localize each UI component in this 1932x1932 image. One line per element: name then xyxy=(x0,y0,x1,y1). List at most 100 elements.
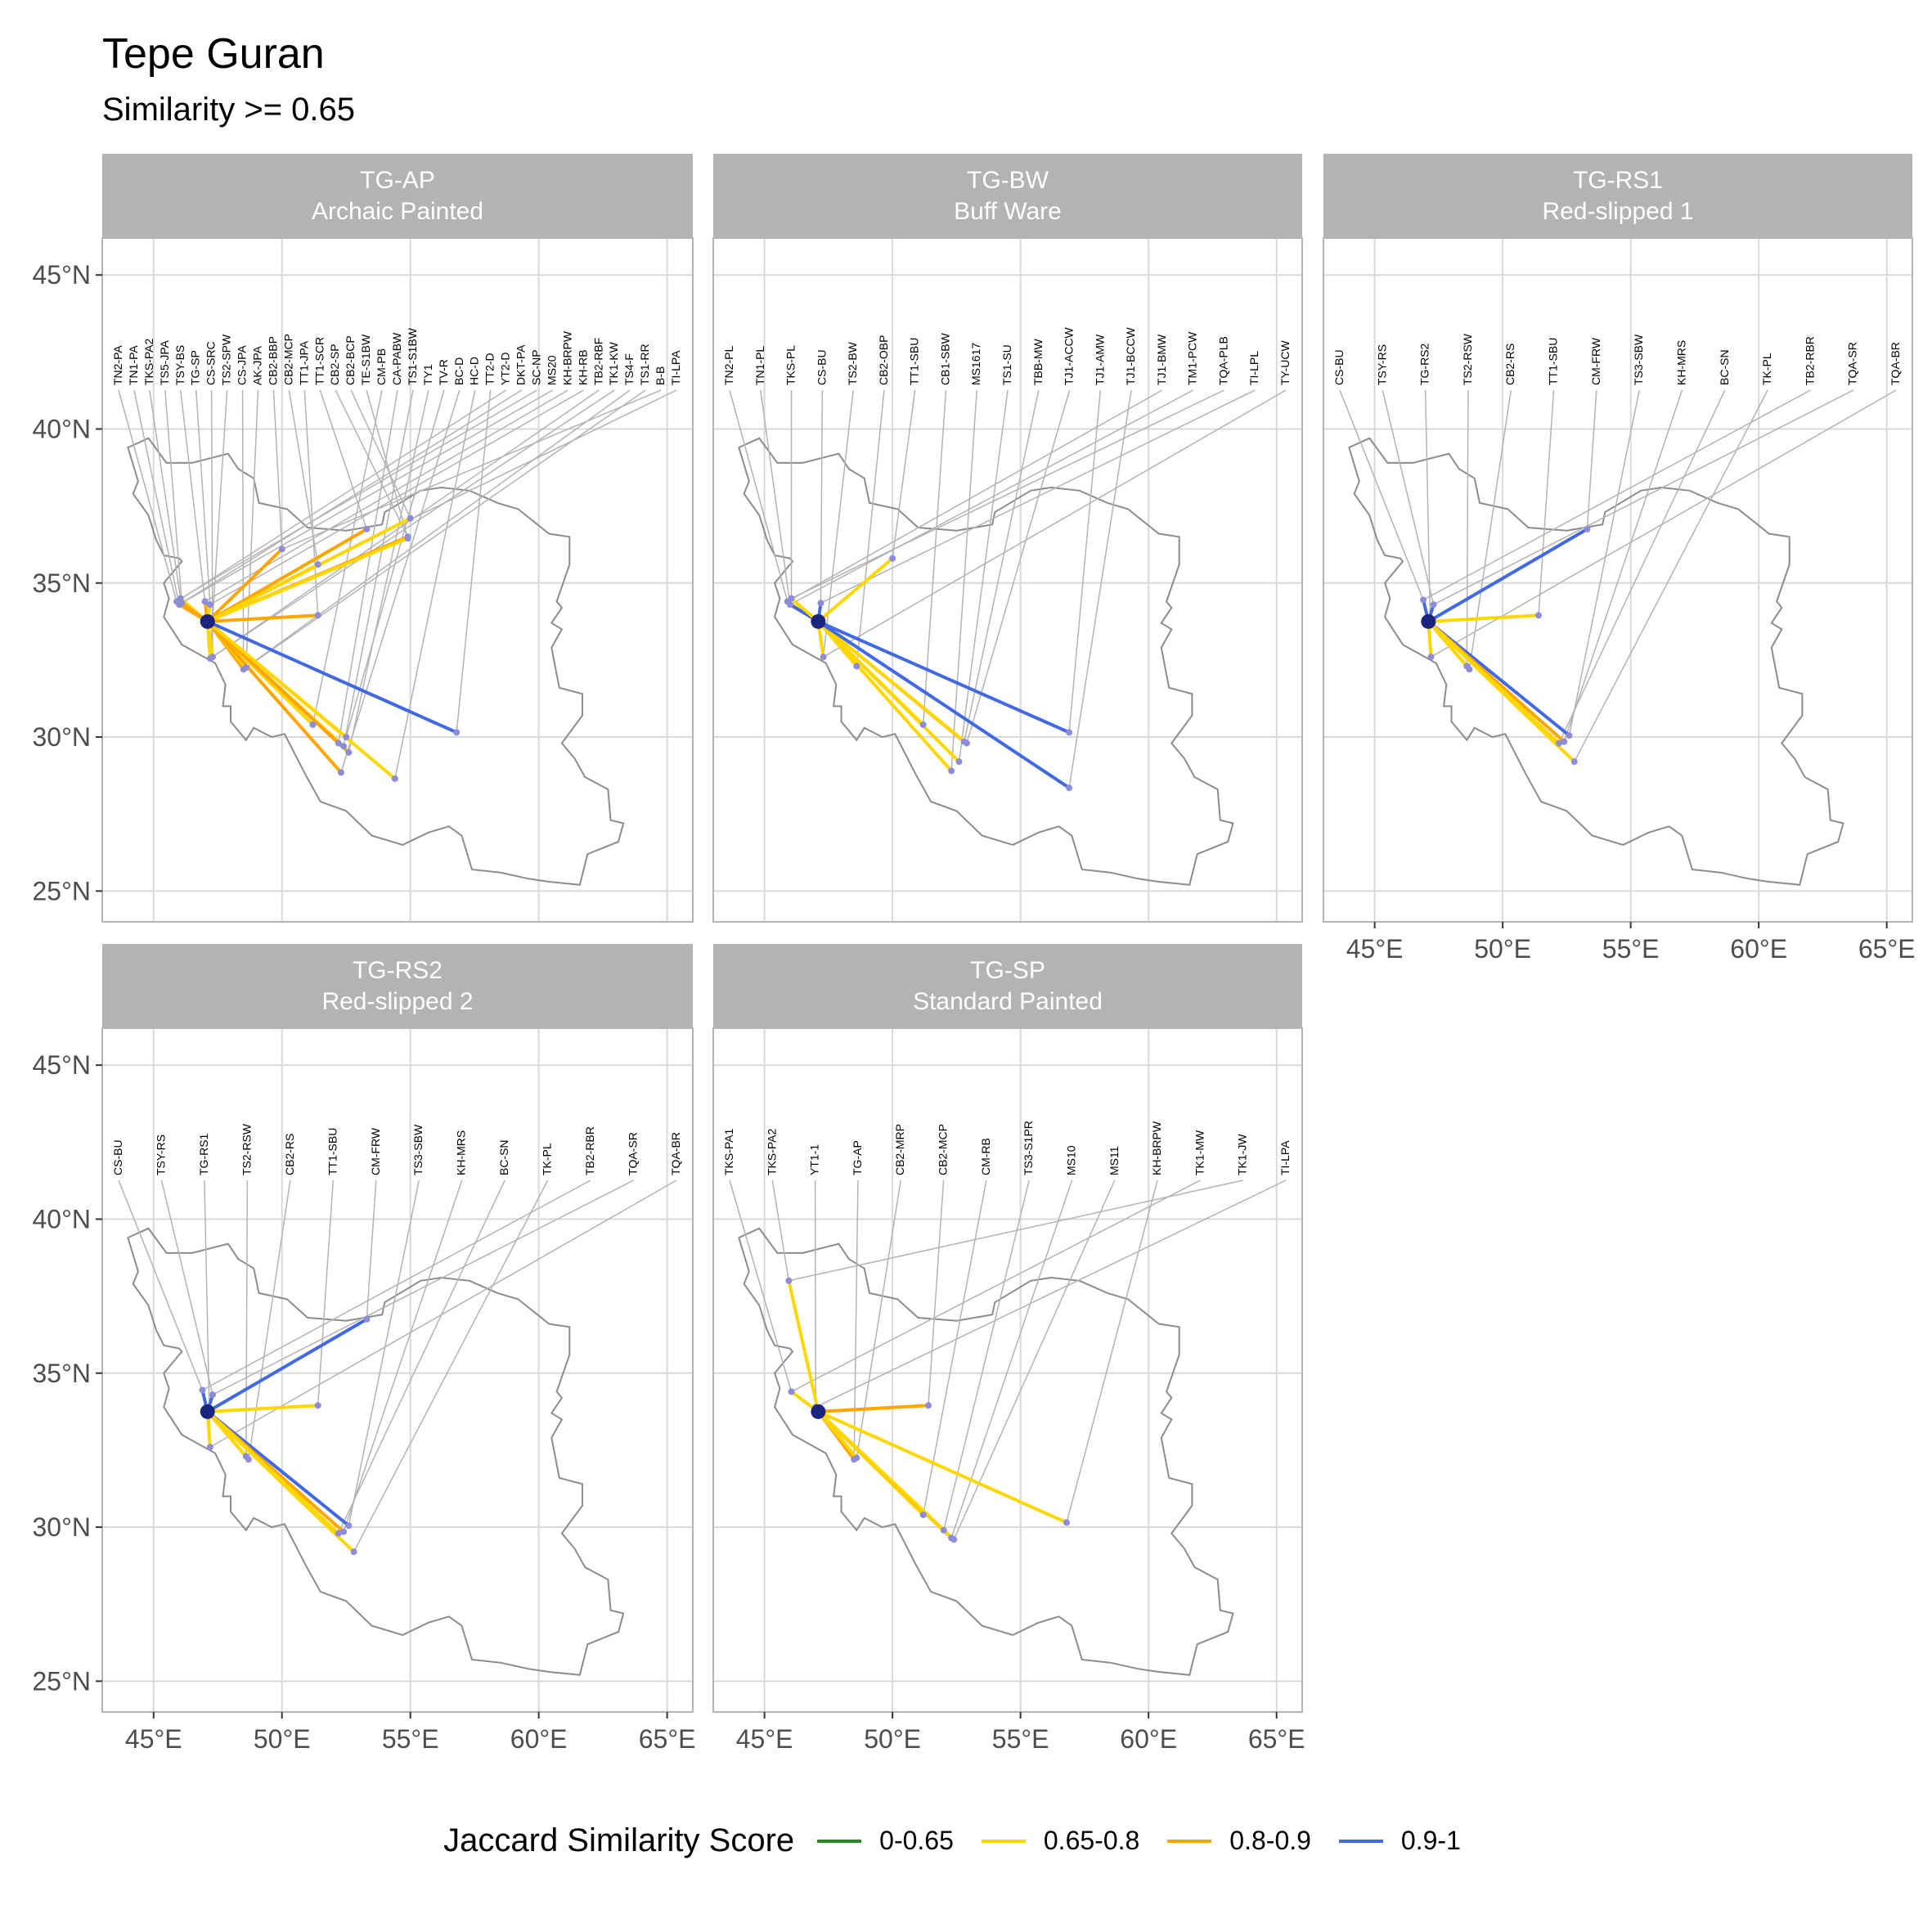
site-label: TT1-SBU xyxy=(908,338,921,385)
leader-line xyxy=(815,1179,1287,1408)
origin-point xyxy=(200,1404,215,1419)
similarity-edge xyxy=(205,537,410,623)
site-label: TKS-PL xyxy=(784,345,798,385)
site-label: B-B xyxy=(654,366,667,385)
site-point xyxy=(1534,612,1542,619)
site-label: BC-SN xyxy=(497,1139,510,1175)
legend-item-3: 0.9-1 xyxy=(1338,1826,1461,1856)
facet-code: TG-SP xyxy=(970,957,1045,984)
leader-line xyxy=(181,389,553,604)
site-label: BC-D xyxy=(452,357,465,385)
site-label: KH-BRPW xyxy=(1150,1121,1163,1175)
similarity-edge xyxy=(1427,613,1540,623)
site-point xyxy=(340,743,348,750)
site-label: CS-BU xyxy=(1332,349,1346,385)
leader-line xyxy=(789,1179,1243,1282)
leader-line xyxy=(1558,389,1726,744)
legend-label-0: 0-0.65 xyxy=(879,1826,954,1855)
site-point xyxy=(924,1402,932,1409)
site-label: CB2-BBP xyxy=(266,336,279,385)
site-label: TK1-KW xyxy=(607,341,620,385)
site-label: CB2-OBP xyxy=(877,335,890,385)
site-label: CB2-RS xyxy=(1503,344,1516,385)
x-tick-label: 60°E xyxy=(1120,1724,1177,1754)
site-point xyxy=(314,612,321,619)
site-label: KH-BRPW xyxy=(560,330,573,385)
site-point xyxy=(314,1402,321,1409)
y-tick-label: 25°N xyxy=(33,1666,92,1696)
leader-line xyxy=(209,389,584,605)
site-point xyxy=(391,775,398,782)
site-point xyxy=(1566,732,1573,739)
site-label: CB2-RS xyxy=(283,1134,296,1175)
leader-line xyxy=(209,1179,677,1448)
origin-point xyxy=(1421,613,1436,629)
site-label: TY1 xyxy=(421,364,434,385)
site-point xyxy=(817,600,824,607)
site-label: TQA-SR xyxy=(627,1132,640,1175)
y-tick-label: 40°N xyxy=(33,414,92,443)
leader-line xyxy=(456,389,492,733)
facet-tg-sp: TG-SP Standard Painted TKS-PA1 TKS-PA2 YT1-1… xyxy=(712,944,1303,1713)
leader-line xyxy=(822,389,854,658)
leader-line xyxy=(366,1179,377,1319)
site-label: TI-LPL xyxy=(1247,351,1260,385)
leader-line xyxy=(1066,1179,1158,1523)
similarity-edge xyxy=(205,516,412,623)
site-point xyxy=(178,600,186,607)
panel-border xyxy=(712,237,1303,923)
site-label: CS-BU xyxy=(111,1139,124,1175)
site-label: TK-PL xyxy=(541,1143,554,1175)
legend-key-2 xyxy=(1167,1839,1212,1843)
leader-line xyxy=(180,389,206,602)
iran-outline xyxy=(738,437,1234,886)
site-label: TK1-JW xyxy=(1236,1134,1249,1175)
facet-name: Red-slipped 1 xyxy=(1542,198,1693,225)
site-label: TQA-BR xyxy=(1889,342,1902,385)
site-label: TKS-PA1 xyxy=(722,1128,735,1175)
similarity-edge xyxy=(205,613,320,623)
leader-line xyxy=(394,389,476,780)
site-label: TE-S1BW xyxy=(359,334,372,385)
site-label: KH-RB xyxy=(576,349,589,385)
leader-line xyxy=(209,389,228,659)
x-tick-label: 45°E xyxy=(736,1724,793,1754)
site-label: YT2-D xyxy=(499,353,512,385)
site-point xyxy=(245,1456,252,1463)
facet-strip xyxy=(713,944,1302,1028)
x-tick-label: 65°E xyxy=(1248,1724,1305,1754)
leader-line xyxy=(787,389,1163,603)
site-point xyxy=(407,514,414,522)
facet-name: Red-slipped 2 xyxy=(321,988,473,1015)
site-point xyxy=(453,729,461,736)
site-label: TBB-MW xyxy=(1031,338,1045,385)
site-label: CS-JPA xyxy=(236,345,249,385)
site-point xyxy=(206,655,213,663)
site-label: TG-RS2 xyxy=(1418,343,1431,385)
site-point xyxy=(919,1511,927,1518)
similarity-edge xyxy=(205,619,459,735)
similarity-edge xyxy=(205,547,284,623)
legend-label-2: 0.8-0.9 xyxy=(1229,1826,1311,1855)
leader-line xyxy=(350,389,411,519)
site-label: TV-R xyxy=(437,359,450,385)
site-label: CS-BU xyxy=(815,349,828,385)
site-label: TN2-PL xyxy=(722,346,735,385)
site-point xyxy=(788,1388,795,1395)
site-label: TG-SP xyxy=(189,350,202,385)
site-point xyxy=(335,1530,342,1537)
site-point xyxy=(889,555,896,562)
panel-border xyxy=(101,237,694,923)
site-point xyxy=(206,601,213,609)
facet-strip xyxy=(102,154,693,238)
facet-code: TG-RS2 xyxy=(353,957,443,984)
site-label: AK-JPA xyxy=(251,345,264,385)
similarity-edge xyxy=(205,619,397,780)
leader-line xyxy=(149,389,182,599)
leader-line xyxy=(243,389,631,670)
legend-item-0: 0-0.65 xyxy=(817,1826,954,1856)
leader-line xyxy=(953,1179,1116,1540)
x-tick-label: 60°E xyxy=(1730,934,1787,964)
x-tick-label: 50°E xyxy=(864,1724,921,1754)
